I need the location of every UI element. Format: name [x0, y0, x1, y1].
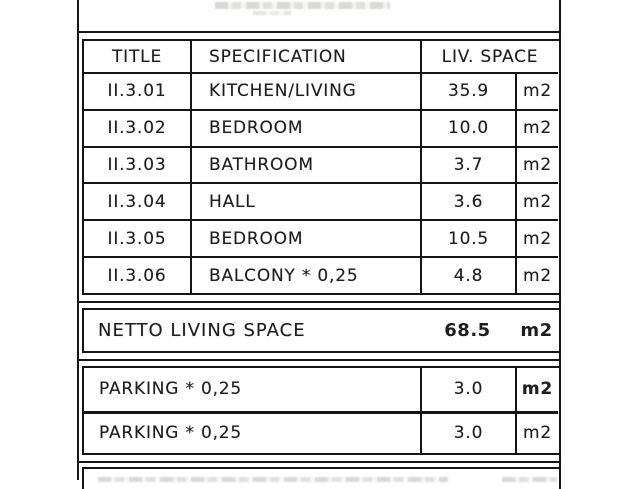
separator-line [77, 359, 561, 361]
cutoff-row-bottom [82, 467, 561, 489]
row-unit: m2 [515, 256, 558, 293]
parking-unit: m2 [515, 410, 558, 453]
row-specification: BALCONY * 0,25 [190, 256, 420, 293]
separator-line-bottom [77, 461, 561, 463]
row-specification: BEDROOM [190, 219, 420, 257]
row-value: 4.8 [420, 256, 515, 293]
parking-table: PARKING * 0,25 3.0 m2 PARKING * 0,25 3.0… [82, 366, 561, 455]
row-title: II.3.02 [84, 108, 190, 146]
row-value: 35.9 [420, 72, 515, 109]
cutoff-text-top [215, 2, 390, 9]
row-specification: KITCHEN/LIVING [190, 72, 420, 109]
row-title: II.3.06 [84, 256, 190, 293]
parking-value: 3.0 [420, 410, 515, 453]
row-unit: m2 [515, 72, 558, 109]
row-unit: m2 [515, 145, 558, 183]
netto-label: NETTO LIVING SPACE [98, 320, 306, 341]
row-specification: BEDROOM [190, 108, 420, 146]
netto-summary-row: NETTO LIVING SPACE 68.5 m2 [82, 308, 561, 353]
separator-line-top [77, 31, 561, 33]
row-specification: BATHROOM [190, 145, 420, 183]
cutoff-text-top-2 [253, 11, 291, 15]
row-unit: m2 [515, 182, 558, 220]
row-specification: HALL [190, 182, 420, 220]
parking-unit: m2 [515, 368, 558, 411]
row-value: 10.0 [420, 108, 515, 146]
row-value: 10.5 [420, 219, 515, 257]
row-title: II.3.04 [84, 182, 190, 219]
parking-value: 3.0 [420, 368, 515, 411]
parking-label: PARKING * 0,25 [84, 410, 420, 454]
row-unit: m2 [515, 108, 558, 146]
row-title: II.3.05 [84, 219, 190, 256]
column-header-title: TITLE [112, 46, 162, 67]
row-value: 3.6 [420, 182, 515, 220]
separator-line [77, 301, 561, 303]
parking-label: PARKING * 0,25 [99, 379, 243, 400]
row-title: II.3.01 [84, 72, 190, 109]
column-header-specification: SPECIFICATION [190, 41, 420, 72]
netto-value: 68.5 [444, 320, 491, 341]
frame-line-left [77, 0, 79, 480]
row-title: II.3.03 [84, 145, 190, 183]
row-unit: m2 [515, 219, 558, 257]
row-value: 3.7 [420, 145, 515, 183]
netto-unit: m2 [520, 320, 553, 341]
column-header-liv-space: LIV. SPACE [420, 41, 558, 72]
area-table: TITLE SPECIFICATION LIV. SPACE II.3.01 K… [82, 39, 561, 295]
